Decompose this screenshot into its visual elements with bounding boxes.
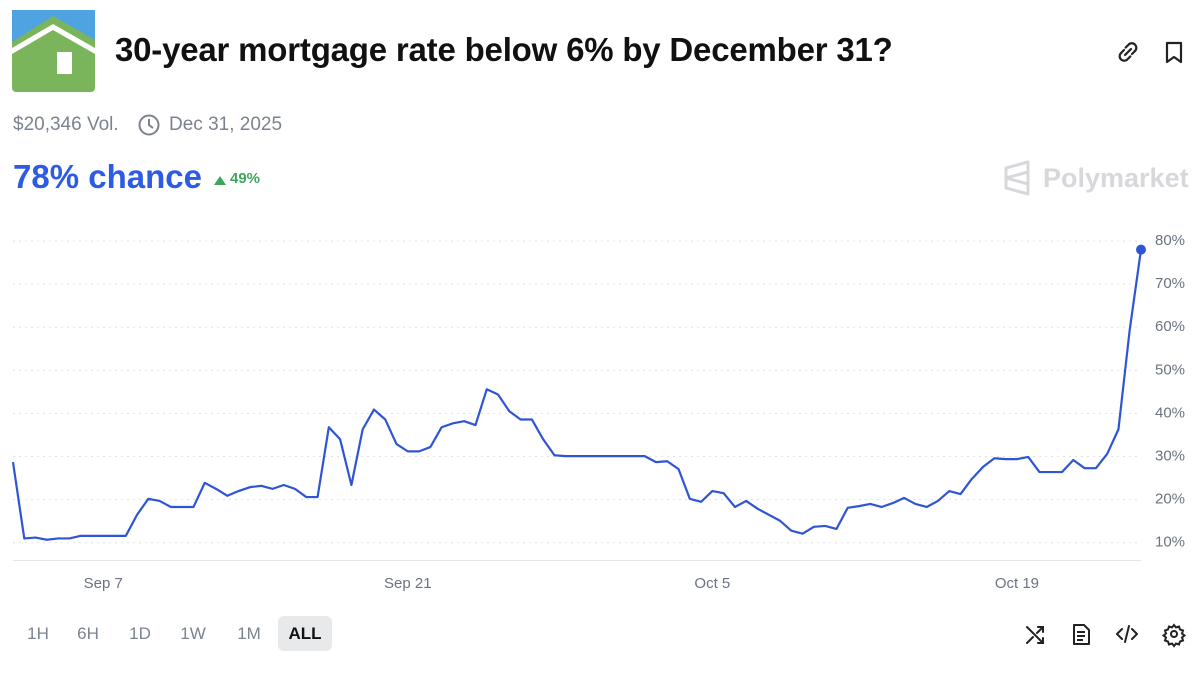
y-tick-label: 80% — [1155, 232, 1185, 249]
timeframe-button[interactable]: 6H — [77, 624, 99, 643]
brand-logo — [1004, 160, 1030, 196]
y-tick-label: 30% — [1155, 448, 1185, 465]
timeframe-button[interactable]: 1M — [237, 624, 261, 643]
x-tick-label: Oct 5 — [694, 575, 730, 592]
document-button[interactable] — [1073, 624, 1090, 645]
settings-button[interactable] — [1161, 623, 1187, 648]
change: 49% — [230, 170, 261, 187]
market-logo — [12, 10, 95, 92]
latest-point — [1136, 244, 1146, 255]
y-tick-label: 60% — [1155, 318, 1185, 335]
clock-icon — [138, 114, 160, 136]
market-title: 30-year mortgage rate below 6% by Decemb… — [115, 31, 893, 68]
timeframe-button[interactable]: 1D — [129, 624, 151, 643]
up-arrow — [214, 176, 226, 185]
volume: $20,346 Vol. — [13, 114, 119, 135]
price-line — [11, 249, 1143, 541]
y-tick-label: 10% — [1155, 534, 1185, 551]
y-tick-label: 70% — [1155, 275, 1185, 292]
end-date: Dec 31, 2025 — [169, 114, 283, 135]
bookmark-button[interactable] — [1165, 41, 1183, 64]
chance: 78% chance — [13, 158, 202, 195]
timeframe-button[interactable]: 1W — [180, 624, 206, 643]
brand: Polymarket — [1043, 163, 1189, 193]
timeframe-button[interactable]: 1H — [27, 624, 49, 643]
x-tick-label: Oct 19 — [995, 575, 1039, 592]
y-tick-label: 50% — [1155, 361, 1185, 378]
link-button[interactable] — [1118, 42, 1138, 62]
y-tick-label: 40% — [1155, 404, 1185, 421]
shuffle-button[interactable] — [1026, 626, 1044, 644]
x-tick-label: Sep 7 — [84, 575, 123, 592]
x-tick-label: Sep 21 — [384, 575, 432, 592]
embed-button[interactable] — [1116, 625, 1138, 643]
timeframe-button[interactable]: ALL — [278, 616, 332, 651]
y-tick-label: 20% — [1155, 491, 1185, 508]
